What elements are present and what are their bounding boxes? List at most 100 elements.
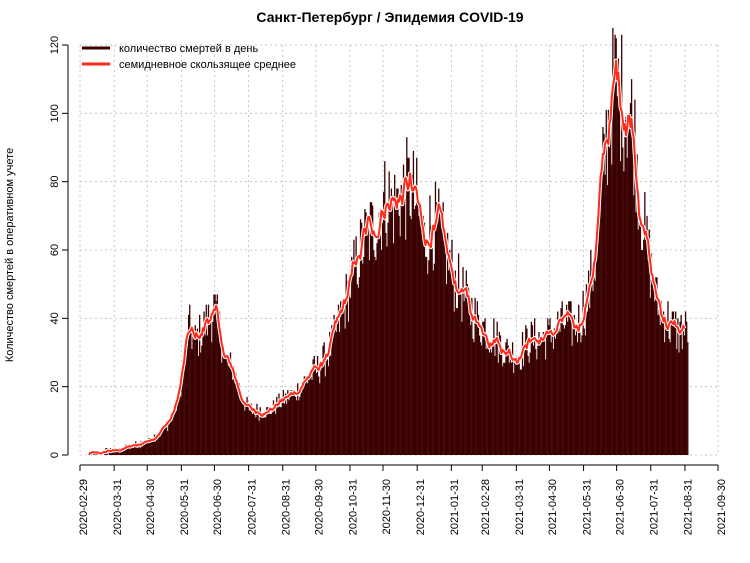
daily-deaths-bar — [678, 352, 680, 455]
daily-deaths-bar — [165, 420, 168, 455]
daily-deaths-bar — [430, 226, 432, 455]
daily-deaths-bar — [516, 359, 518, 455]
daily-deaths-bar — [207, 304, 210, 455]
daily-deaths-bar — [329, 332, 331, 455]
daily-deaths-bar — [574, 335, 577, 455]
daily-deaths-bar — [433, 263, 436, 455]
daily-deaths-bar — [176, 403, 179, 455]
daily-deaths-bar — [289, 396, 291, 455]
daily-deaths-bar — [153, 434, 156, 455]
daily-deaths-bar — [235, 373, 237, 455]
daily-deaths-bar — [416, 157, 418, 455]
daily-deaths-bar — [186, 345, 189, 455]
daily-deaths-bar — [348, 277, 351, 455]
daily-deaths-bar — [536, 359, 538, 455]
daily-deaths-bar — [351, 256, 353, 455]
legend-label-bars: количество смертей в день — [119, 43, 258, 55]
daily-deaths-bar — [597, 222, 600, 455]
daily-deaths-bar — [139, 448, 141, 455]
daily-deaths-bar — [111, 451, 114, 455]
daily-deaths-bar — [202, 332, 204, 455]
daily-deaths-bar — [360, 222, 363, 455]
daily-deaths-bar — [237, 390, 239, 455]
daily-deaths-bar — [428, 260, 430, 455]
daily-deaths-bar — [262, 417, 265, 455]
daily-deaths-bar — [636, 154, 638, 456]
daily-deaths-bar — [539, 338, 541, 455]
daily-deaths-bar — [565, 304, 568, 455]
daily-deaths-bar — [247, 403, 249, 455]
daily-deaths-bar — [584, 335, 586, 455]
daily-deaths-bar — [124, 448, 126, 455]
daily-deaths-bar — [677, 318, 679, 455]
daily-deaths-bar — [391, 195, 394, 456]
daily-deaths-bar — [493, 318, 495, 455]
daily-deaths-bar — [246, 396, 248, 455]
daily-deaths-bar — [664, 342, 666, 455]
daily-deaths-bar — [125, 444, 127, 455]
daily-deaths-bar — [445, 284, 448, 455]
daily-deaths-bar — [359, 219, 362, 455]
daily-deaths-bar — [672, 311, 675, 455]
daily-deaths-bar — [178, 386, 180, 455]
daily-deaths-bar — [180, 396, 182, 455]
daily-deaths-bar — [353, 239, 355, 455]
daily-deaths-bar — [552, 349, 555, 455]
daily-deaths-bar — [418, 215, 420, 455]
daily-deaths-bar — [554, 338, 557, 455]
daily-deaths-bar — [284, 393, 287, 455]
x-tick-label: 2021-09-30 — [716, 479, 728, 535]
daily-deaths-bar — [248, 410, 250, 455]
daily-deaths-bar — [553, 328, 556, 455]
daily-deaths-bar — [136, 444, 138, 455]
daily-deaths-bar — [159, 434, 161, 455]
daily-deaths-bar — [545, 359, 547, 455]
daily-deaths-bar — [174, 400, 177, 455]
daily-deaths-bar — [611, 164, 613, 456]
daily-deaths-bar — [355, 236, 357, 455]
daily-deaths-bar — [419, 202, 421, 455]
daily-deaths-bar — [265, 417, 267, 455]
daily-deaths-bar — [414, 205, 417, 455]
daily-deaths-bar — [472, 338, 474, 455]
daily-deaths-bar — [316, 355, 319, 455]
daily-deaths-bar — [466, 284, 469, 455]
y-tick-label: 60 — [49, 244, 61, 256]
daily-deaths-bar — [413, 209, 416, 455]
daily-deaths-bar — [591, 284, 593, 455]
daily-deaths-bar — [684, 311, 687, 455]
daily-deaths-bar — [505, 342, 507, 455]
daily-deaths-bar — [268, 407, 270, 455]
daily-deaths-bar — [459, 294, 461, 455]
daily-deaths-bar — [229, 352, 232, 455]
daily-deaths-bar — [540, 342, 542, 455]
daily-deaths-bar — [594, 280, 596, 455]
daily-deaths-bar — [671, 311, 674, 455]
daily-deaths-bar — [537, 345, 539, 455]
daily-deaths-bar — [169, 420, 171, 455]
daily-deaths-bar — [128, 448, 130, 455]
daily-deaths-bar — [171, 414, 173, 455]
daily-deaths-bar — [385, 232, 387, 455]
daily-deaths-bar — [252, 410, 255, 455]
daily-deaths-bar — [189, 304, 191, 455]
daily-deaths-bar — [616, 96, 618, 455]
daily-deaths-bar — [193, 332, 195, 455]
daily-deaths-bar — [656, 277, 658, 455]
daily-deaths-bar — [376, 243, 378, 455]
daily-deaths-bar — [302, 386, 304, 455]
daily-deaths-bar — [659, 325, 661, 455]
daily-deaths-bar — [349, 297, 352, 455]
daily-deaths-bar — [650, 253, 653, 455]
daily-deaths-bar — [368, 260, 370, 455]
daily-deaths-bar — [161, 431, 163, 455]
daily-deaths-bar — [679, 321, 681, 455]
daily-deaths-bar — [318, 376, 320, 455]
daily-deaths-bar — [568, 301, 570, 455]
daily-deaths-bar — [462, 267, 464, 455]
daily-deaths-bar — [292, 390, 294, 455]
daily-deaths-bar — [369, 202, 372, 455]
daily-deaths-bar — [234, 383, 236, 455]
daily-deaths-bar — [549, 318, 551, 455]
daily-deaths-bar — [497, 362, 499, 455]
